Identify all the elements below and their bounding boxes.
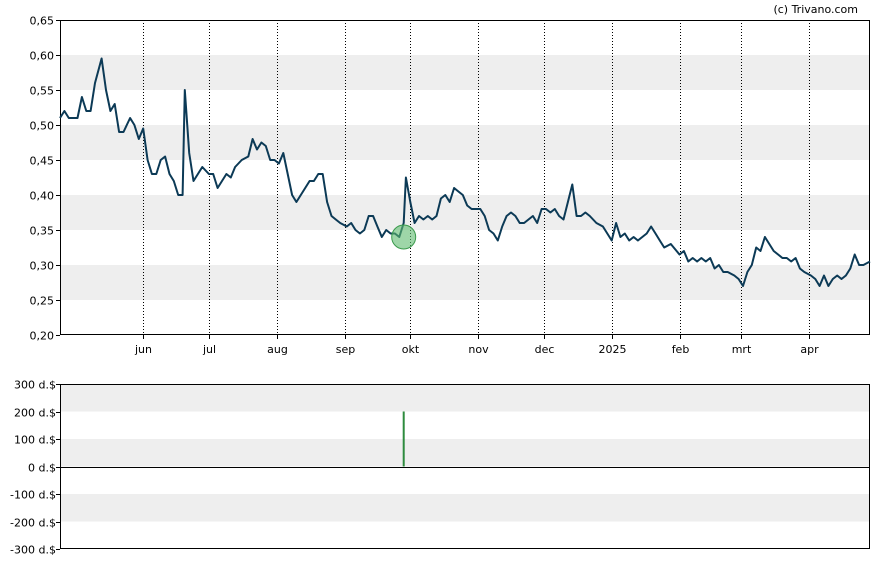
x-tick-label: apr xyxy=(800,343,819,356)
y-tick-label: 0,65 xyxy=(30,15,55,28)
volume-bars xyxy=(402,411,405,467)
volume-y-tick-label: -300 d.$ xyxy=(10,544,56,557)
volume-y-tick-label: -200 d.$ xyxy=(10,517,56,530)
x-tick-label: jul xyxy=(202,343,216,356)
price-chart-frame xyxy=(60,20,870,335)
price-grid-band xyxy=(60,265,870,300)
volume-grid-band xyxy=(60,494,870,522)
price-grid-band xyxy=(60,125,870,160)
x-tick-label: feb xyxy=(672,343,690,356)
volume-y-axis: 300 d.$ 200 d.$ 100 d.$ 0 d.$ -100 d.$ -200 d… xyxy=(10,379,60,557)
volume-y-tick-label: -100 d.$ xyxy=(10,489,56,502)
x-tick-label: aug xyxy=(267,343,288,356)
event-marker xyxy=(391,224,417,250)
x-tick-label: jun xyxy=(134,343,152,356)
y-tick-label: 0,30 xyxy=(30,260,55,273)
y-tick-label: 0,50 xyxy=(30,120,55,133)
y-tick-label: 0,60 xyxy=(30,50,55,63)
x-tick-label: sep xyxy=(336,343,355,356)
volume-y-tick-label: 0 d.$ xyxy=(28,462,56,475)
price-x-axis: jun jul aug sep okt nov dec 2025 feb mrt apr xyxy=(134,335,819,356)
y-tick-label: 0,35 xyxy=(30,225,55,238)
volume-y-tick-label: 300 d.$ xyxy=(14,379,56,392)
x-tick-label: mrt xyxy=(732,343,752,356)
volume-y-tick-label: 200 d.$ xyxy=(14,407,56,420)
price-grid-band xyxy=(60,55,870,90)
volume-chart-frame xyxy=(60,384,870,549)
price-grid-bands xyxy=(60,55,870,300)
y-tick-label: 0,45 xyxy=(30,155,55,168)
y-tick-label: 0,20 xyxy=(30,330,55,343)
x-tick-label: okt xyxy=(402,343,420,356)
y-tick-label: 0,40 xyxy=(30,190,55,203)
price-series xyxy=(59,57,871,287)
price-y-axis: 0,65 0,60 0,55 0,50 0,45 0,40 0,35 0,30 0,25 0,20 xyxy=(30,15,60,343)
volume-bar xyxy=(402,411,405,467)
y-tick-label: 0,55 xyxy=(30,85,55,98)
x-tick-label: 2025 xyxy=(599,343,627,356)
volume-grid-band xyxy=(60,439,870,467)
credit-label: (c) Trivano.com xyxy=(773,3,858,16)
volume-grid-bands xyxy=(60,384,870,522)
volume-grid-band xyxy=(60,384,870,412)
x-tick-label: nov xyxy=(468,343,489,356)
price-line xyxy=(59,57,871,287)
x-tick-label: dec xyxy=(535,343,555,356)
volume-plot-border xyxy=(60,384,870,549)
price-plot-border xyxy=(60,20,870,335)
volume-y-tick-label: 100 d.$ xyxy=(14,434,56,447)
price-marker-group xyxy=(391,224,417,250)
y-tick-label: 0,25 xyxy=(30,295,55,308)
